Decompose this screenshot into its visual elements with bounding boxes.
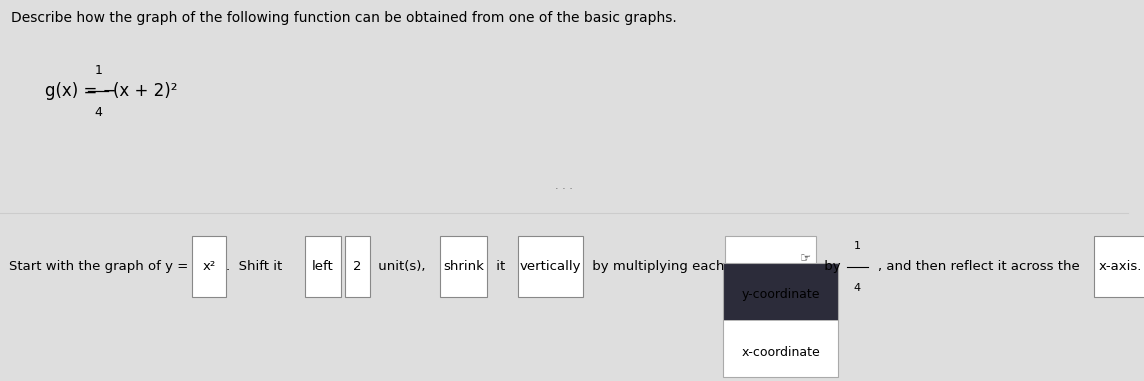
Text: , and then reflect it across the: , and then reflect it across the (877, 260, 1083, 273)
Text: g(x) = −: g(x) = − (45, 82, 117, 101)
Text: 2: 2 (353, 260, 362, 273)
Text: ☞: ☞ (800, 253, 811, 266)
FancyBboxPatch shape (345, 236, 370, 297)
FancyBboxPatch shape (440, 236, 487, 297)
Text: 4: 4 (853, 283, 861, 293)
Text: y-coordinate: y-coordinate (741, 288, 820, 301)
Text: · · ·: · · · (555, 184, 573, 194)
Text: 4: 4 (94, 106, 102, 119)
Text: shrink: shrink (443, 260, 484, 273)
Text: by: by (820, 260, 845, 273)
FancyBboxPatch shape (192, 236, 227, 297)
FancyBboxPatch shape (723, 263, 839, 320)
FancyBboxPatch shape (1094, 236, 1144, 297)
FancyBboxPatch shape (518, 236, 583, 297)
Text: Start with the graph of y =: Start with the graph of y = (9, 260, 192, 273)
Text: 1: 1 (94, 64, 102, 77)
Text: by multiplying each: by multiplying each (588, 260, 729, 273)
Text: left: left (311, 260, 334, 273)
Text: it: it (492, 260, 509, 273)
Text: 1: 1 (853, 241, 861, 251)
Text: .  Shift it: . Shift it (227, 260, 286, 273)
Text: vertically: vertically (519, 260, 581, 273)
Text: x-coordinate: x-coordinate (741, 346, 820, 359)
FancyBboxPatch shape (725, 236, 816, 297)
Text: (x + 2)²: (x + 2)² (113, 82, 177, 101)
Text: x-axis.: x-axis. (1099, 260, 1143, 273)
FancyBboxPatch shape (304, 236, 341, 297)
FancyBboxPatch shape (723, 320, 839, 377)
Text: unit(s),: unit(s), (374, 260, 430, 273)
Text: x²: x² (202, 260, 216, 273)
Text: Describe how the graph of the following function can be obtained from one of the: Describe how the graph of the following … (11, 11, 677, 26)
